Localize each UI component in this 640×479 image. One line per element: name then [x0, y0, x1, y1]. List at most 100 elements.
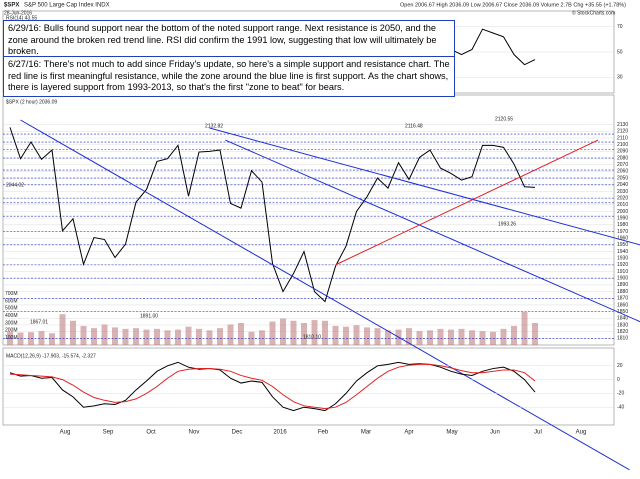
volume-tick-label: 100M [5, 335, 18, 341]
y-tick-label: 2110 [617, 135, 628, 141]
y-tick-label: -40 [617, 405, 624, 411]
x-tick-label: Apr [404, 430, 413, 436]
volume-bar [332, 325, 339, 345]
volume-bar [175, 329, 181, 345]
x-tick-label: Nov [189, 430, 200, 436]
volume-tick-label: 700M [5, 291, 18, 297]
volume-bar [259, 330, 265, 345]
price-label: 1810.10 [303, 334, 321, 340]
y-tick-label: 1830 [617, 322, 628, 328]
y-tick-label: 1930 [617, 256, 628, 262]
volume-bar [437, 328, 444, 345]
price-label: 2132.82 [205, 123, 223, 129]
y-tick-label: 1950 [617, 242, 628, 248]
x-tick-label: 2016 [273, 430, 287, 436]
y-tick-label: 70 [617, 24, 623, 30]
volume-bar [122, 328, 129, 345]
volume-bar [406, 328, 412, 345]
y-tick-label: 2000 [617, 209, 628, 215]
y-tick-label: 20 [617, 363, 623, 369]
volume-bar [532, 323, 538, 345]
y-tick-label: 2030 [617, 189, 628, 195]
y-tick-label: 1970 [617, 229, 628, 235]
series-line [9, 363, 536, 410]
volume-bar [185, 326, 192, 345]
volume-bar [17, 332, 24, 345]
note: 6/27/16: There's not much to add since F… [3, 56, 455, 97]
x-tick-label: Jun [490, 430, 500, 436]
y-tick-label: 1870 [617, 296, 628, 302]
volume-bar [290, 320, 297, 345]
y-tick-label: 2080 [617, 155, 628, 161]
y-tick-label: 2100 [617, 142, 628, 148]
volume-tick-label: 200M [5, 328, 18, 334]
volume-tick-label: 300M [5, 320, 18, 326]
note: 6/29/16: Bulls found support near the bo… [3, 20, 455, 61]
volume-bar [164, 330, 171, 345]
price-label: 2120.55 [495, 116, 513, 122]
volume-bar [227, 324, 234, 345]
panel-label: $SPX (2 hour) 2036.09 [6, 99, 57, 105]
series-line [9, 361, 536, 412]
volume-tick-label: 600M [5, 298, 18, 304]
price-panel [2, 94, 615, 346]
y-tick-label: 1840 [617, 316, 628, 322]
x-tick-label: May [446, 430, 457, 436]
trend-line [225, 139, 640, 323]
credit: © StockCharts.com [572, 9, 615, 16]
volume-bar [59, 314, 66, 345]
symbol: $SPX [4, 3, 19, 9]
y-tick-label: 1940 [617, 249, 628, 255]
x-tick-label: Mar [361, 430, 371, 436]
y-tick-label: 1850 [617, 309, 628, 315]
y-tick-label: 50 [617, 49, 623, 55]
volume-bar [112, 327, 118, 345]
volume-bar [385, 330, 391, 345]
quote: Open 2006.67 High 2036.09 Low 2006.67 Cl… [400, 2, 626, 8]
y-tick-label: 2050 [617, 175, 628, 181]
y-tick-label: 2040 [617, 182, 628, 188]
index-name: S&P 500 Large Cap Index INDX [24, 3, 110, 9]
price-label: 1867.01 [30, 319, 48, 325]
volume-bar [301, 323, 307, 345]
volume-bar [101, 324, 108, 345]
volume-bar [322, 320, 328, 345]
volume-bar [511, 325, 517, 345]
y-tick-label: 2070 [617, 162, 628, 168]
y-tick-label: 30 [617, 75, 623, 81]
x-tick-label: Sep [103, 430, 114, 436]
volume-bar [427, 330, 433, 345]
y-tick-label: 1910 [617, 269, 628, 275]
y-tick-label: 1980 [617, 222, 628, 228]
volume-bar [280, 318, 286, 345]
y-tick-label: 1990 [617, 215, 628, 221]
volume-bar [458, 328, 465, 345]
volume-bar [91, 328, 97, 345]
volume-bar [70, 320, 76, 345]
x-tick-label: Aug [576, 430, 587, 436]
y-tick-label: 1900 [617, 276, 628, 282]
volume-bar [343, 326, 349, 345]
volume-bar [49, 333, 55, 345]
y-tick-label: 2060 [617, 169, 628, 175]
panel-label: RSI(14) 43.55 [6, 15, 37, 21]
y-tick-label: 2120 [617, 129, 628, 135]
price-label: 1891.00 [140, 313, 158, 319]
volume-bar [469, 330, 475, 345]
trend-line [20, 119, 630, 471]
x-tick-label: Aug [60, 430, 71, 436]
y-tick-label: 2020 [617, 195, 628, 201]
volume-bar [500, 328, 507, 345]
volume-bar [448, 329, 454, 345]
volume-bar [154, 328, 160, 345]
volume-bar [521, 312, 528, 345]
volume-bar [133, 328, 139, 345]
y-tick-label: 1820 [617, 329, 628, 335]
volume-bar [238, 323, 244, 345]
y-tick-label: -20 [617, 391, 624, 397]
price-label: 2044.02 [6, 182, 24, 188]
volume-tick-label: 500M [5, 306, 18, 312]
volume-bar [353, 325, 360, 345]
macd-panel [2, 347, 615, 426]
